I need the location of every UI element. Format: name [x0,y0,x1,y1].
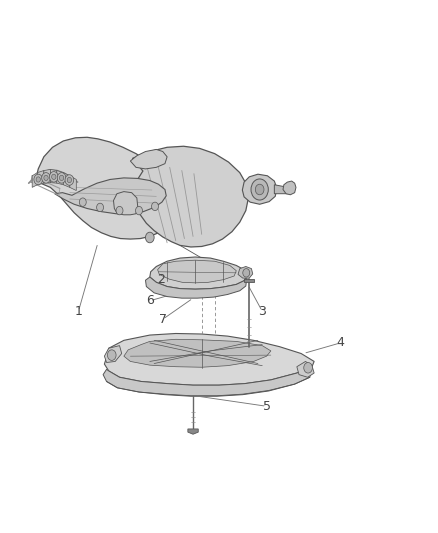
Circle shape [304,362,312,373]
Circle shape [255,184,264,195]
Text: 4: 4 [336,336,344,350]
Circle shape [243,269,250,277]
Circle shape [251,179,268,200]
Circle shape [44,175,48,181]
Circle shape [79,198,86,206]
Polygon shape [131,149,167,169]
Circle shape [135,206,142,215]
Polygon shape [104,345,122,362]
Circle shape [107,350,116,360]
Circle shape [36,177,40,182]
Polygon shape [32,173,37,188]
Polygon shape [274,185,290,193]
Circle shape [152,202,159,211]
Text: 6: 6 [146,294,154,308]
Circle shape [34,174,42,185]
Circle shape [52,174,56,180]
Polygon shape [35,138,180,239]
Circle shape [145,232,154,243]
Polygon shape [103,367,312,396]
Polygon shape [113,191,138,215]
Polygon shape [158,260,236,283]
Text: 1: 1 [74,305,82,318]
Polygon shape [104,334,314,385]
Polygon shape [145,276,247,298]
Polygon shape [44,169,50,183]
Circle shape [65,175,74,185]
Circle shape [67,177,71,183]
Circle shape [57,173,66,183]
Polygon shape [55,178,166,214]
Circle shape [60,175,64,181]
Polygon shape [244,279,254,282]
Polygon shape [297,361,314,377]
Text: 5: 5 [262,400,271,413]
Polygon shape [70,176,76,191]
Text: 7: 7 [159,313,167,326]
Circle shape [116,206,123,215]
Circle shape [42,173,50,183]
Text: 3: 3 [258,305,266,318]
Polygon shape [124,340,271,367]
Polygon shape [50,169,57,183]
Polygon shape [238,266,253,278]
Circle shape [49,172,58,182]
Text: 2: 2 [157,273,165,286]
Polygon shape [133,146,248,247]
Polygon shape [57,171,64,185]
Polygon shape [64,173,70,188]
Polygon shape [188,429,198,434]
Circle shape [97,203,103,212]
Polygon shape [242,174,277,204]
Polygon shape [37,171,44,185]
Polygon shape [150,257,247,289]
Polygon shape [283,181,296,195]
